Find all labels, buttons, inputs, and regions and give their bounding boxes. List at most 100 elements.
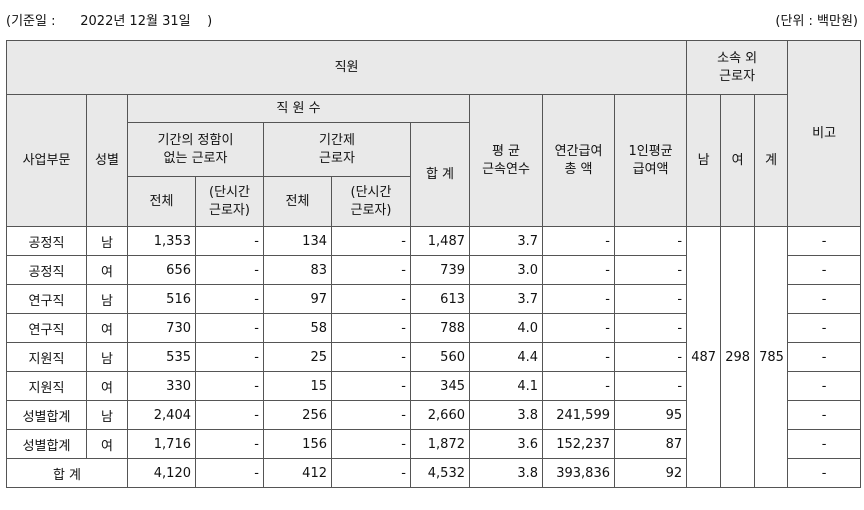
report-header: (기준일 : 2022년 12월 31일 ) (단위 : 백만원) bbox=[0, 0, 864, 38]
cell-remark: - bbox=[787, 313, 862, 343]
cell-annual: - bbox=[542, 313, 615, 343]
cell-total: 345 bbox=[410, 371, 470, 401]
cell-annual: 393,836 bbox=[542, 458, 615, 488]
cell-cont-part: - bbox=[331, 255, 411, 285]
cell-perm-all: 4,120 bbox=[127, 458, 196, 488]
cell-cont-all: 15 bbox=[263, 371, 332, 401]
cell-tenure: 4.0 bbox=[469, 313, 543, 343]
cell-remark: - bbox=[787, 284, 862, 314]
permanent-line2: 없는 근로자 bbox=[163, 150, 228, 166]
cell-tenure: 3.8 bbox=[469, 458, 543, 488]
cell-cont-part: - bbox=[331, 400, 411, 430]
cell-total: 2,660 bbox=[410, 400, 470, 430]
header-gender: 성별 bbox=[86, 94, 128, 227]
cell-annual: - bbox=[542, 284, 615, 314]
cell-gender: 남 bbox=[86, 342, 128, 372]
cell-perm-part: - bbox=[195, 226, 264, 256]
cell-cont-part: - bbox=[331, 458, 411, 488]
avg-tenure-line1: 평 균 bbox=[491, 143, 521, 159]
cell-tenure: 3.6 bbox=[469, 429, 543, 459]
cell-perm-all: 1,353 bbox=[127, 226, 196, 256]
cell-dept: 연구직 bbox=[6, 313, 87, 343]
cell-annual: - bbox=[542, 255, 615, 285]
cell-annual: 241,599 bbox=[542, 400, 615, 430]
cell-gender: 여 bbox=[86, 429, 128, 459]
header-sub-total: 계 bbox=[754, 94, 789, 227]
contract-line1: 기간제 bbox=[319, 132, 355, 148]
cell-tenure: 3.8 bbox=[469, 400, 543, 430]
header-avg-tenure: 평 균 근속연수 bbox=[469, 94, 543, 227]
cell-annual: - bbox=[542, 226, 615, 256]
cell-tenure: 3.7 bbox=[469, 226, 543, 256]
table-row: 연구직 남 516 - 97 - 613 3.7 - - - bbox=[6, 284, 862, 314]
subcontract-title-line2: 근로자 bbox=[719, 68, 756, 84]
cell-cont-all: 412 bbox=[263, 458, 332, 488]
cell-gender: 남 bbox=[86, 400, 128, 430]
base-date-label: (기준일 : 2022년 12월 31일 ) bbox=[6, 14, 213, 29]
cell-cont-part: - bbox=[331, 313, 411, 343]
cell-dept: 지원직 bbox=[6, 342, 87, 372]
cell-dept: 지원직 bbox=[6, 371, 87, 401]
cell-cont-part: - bbox=[331, 429, 411, 459]
table-row: 지원직 여 330 - 15 - 345 4.1 - - - bbox=[6, 371, 862, 401]
cell-annual: 152,237 bbox=[542, 429, 615, 459]
cell-per-capita: - bbox=[613, 371, 688, 401]
cell-remark: - bbox=[787, 429, 862, 459]
header-per-capita: 1인평균 급여액 bbox=[613, 94, 688, 227]
cell-perm-all: 656 bbox=[127, 255, 196, 285]
cell-cont-all: 97 bbox=[263, 284, 332, 314]
cell-perm-all: 516 bbox=[127, 284, 196, 314]
cell-perm-all: 2,404 bbox=[127, 400, 196, 430]
header-dept: 사업부문 bbox=[6, 94, 87, 227]
cell-cont-part: - bbox=[331, 342, 411, 372]
header-permanent: 기간의 정함이 없는 근로자 bbox=[127, 122, 264, 177]
header-cont-all: 전체 bbox=[263, 176, 332, 227]
subcontract-title-line1: 소속 외 bbox=[717, 50, 758, 66]
cell-cont-part: - bbox=[331, 371, 411, 401]
cell-dept: 성별합계 bbox=[6, 429, 87, 459]
cell-gender: 여 bbox=[86, 255, 128, 285]
cell-perm-all: 330 bbox=[127, 371, 196, 401]
table-row: 공정직 여 656 - 83 - 739 3.0 - - - bbox=[6, 255, 862, 285]
cell-per-capita: 95 bbox=[613, 400, 688, 430]
cell-tenure: 3.7 bbox=[469, 284, 543, 314]
cell-tenure: 4.4 bbox=[469, 342, 543, 372]
per-capita-line2: 급여액 bbox=[632, 161, 669, 177]
cell-dept: 공정직 bbox=[6, 255, 87, 285]
cell-dept: 공정직 bbox=[6, 226, 87, 256]
unit-label: (단위 : 백만원) bbox=[775, 14, 858, 29]
cell-total: 788 bbox=[410, 313, 470, 343]
header-total: 합 계 bbox=[410, 122, 470, 227]
cell-remark: - bbox=[787, 255, 862, 285]
cell-perm-all: 1,716 bbox=[127, 429, 196, 459]
table-row: 성별합계 여 1,716 - 156 - 1,872 3.6 152,237 8… bbox=[6, 429, 862, 459]
cell-per-capita: - bbox=[613, 284, 688, 314]
employee-status-table: 직원 소속 외 근로자 비고 사업부문 성별 직 원 수 평 균 근속연수 연간… bbox=[5, 40, 862, 488]
cell-per-capita: - bbox=[613, 342, 688, 372]
cell-remark: - bbox=[787, 371, 862, 401]
cell-gender: 남 bbox=[86, 284, 128, 314]
cell-perm-part: - bbox=[195, 313, 264, 343]
cell-dept: 연구직 bbox=[6, 284, 87, 314]
cell-gender: 여 bbox=[86, 371, 128, 401]
cell-gender: 남 bbox=[86, 226, 128, 256]
cell-perm-part: - bbox=[195, 284, 264, 314]
table-row: 성별합계 남 2,404 - 256 - 2,660 3.8 241,599 9… bbox=[6, 400, 862, 430]
permanent-line1: 기간의 정함이 bbox=[157, 132, 234, 148]
cell-perm-all: 535 bbox=[127, 342, 196, 372]
cell-cont-all: 134 bbox=[263, 226, 332, 256]
cell-perm-part: - bbox=[195, 371, 264, 401]
cell-total: 560 bbox=[410, 342, 470, 372]
perm-part-line2: 근로자) bbox=[209, 202, 250, 218]
cell-grand-total-label: 합 계 bbox=[6, 458, 128, 488]
cell-perm-part: - bbox=[195, 429, 264, 459]
cell-cont-all: 83 bbox=[263, 255, 332, 285]
cell-perm-part: - bbox=[195, 400, 264, 430]
cell-cont-all: 58 bbox=[263, 313, 332, 343]
header-contract: 기간제 근로자 bbox=[263, 122, 411, 177]
header-annual-pay: 연간급여 총 액 bbox=[542, 94, 615, 227]
cell-remark: - bbox=[787, 458, 862, 488]
cell-total: 4,532 bbox=[410, 458, 470, 488]
group-header-subcontract: 소속 외 근로자 bbox=[686, 40, 789, 95]
cell-perm-all: 730 bbox=[127, 313, 196, 343]
